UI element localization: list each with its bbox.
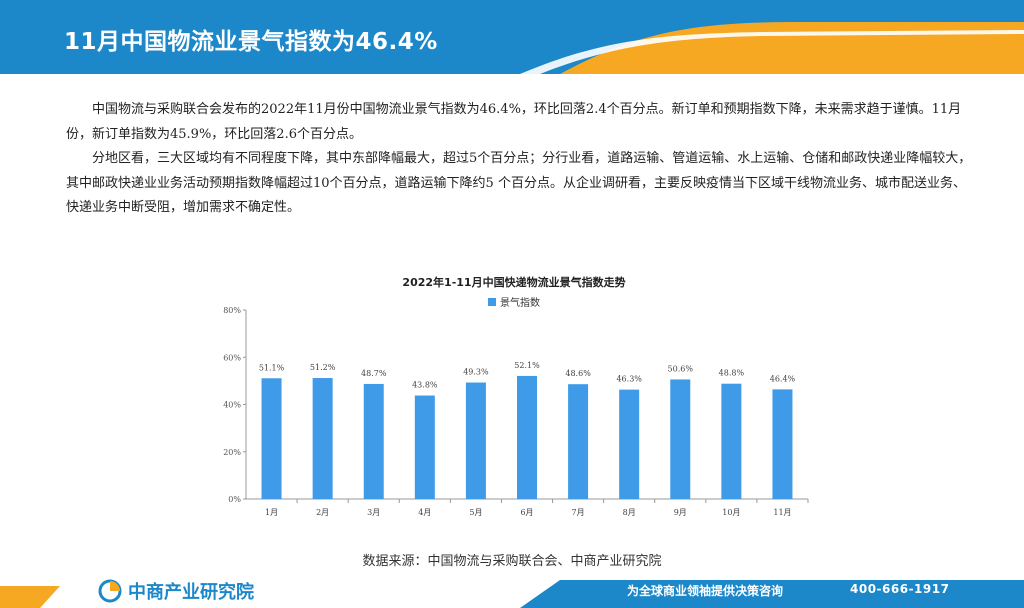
bar-6 [517,375,537,499]
bar-value-label: 52.1% [514,361,540,370]
bar-3 [363,383,384,499]
footer-slogan: 为全球商业领袖提供决策咨询 [627,584,784,598]
bar-value-label: 51.1% [259,363,285,372]
y-tick-label: 20% [223,448,241,457]
x-tick-label: 10月 [722,508,740,517]
x-tick-label: 2月 [316,508,329,517]
x-tick-label: 3月 [367,508,380,517]
bar-value-label: 50.6% [668,364,694,373]
x-tick-label: 6月 [520,508,533,517]
bar-value-label: 48.6% [565,369,591,378]
paragraph-2: 分地区看，三大区域均有不同程度下降，其中东部降幅最大，超过5个百分点；分行业看，… [66,151,972,215]
footer-background [0,578,1024,608]
bar-value-label: 46.4% [770,374,796,383]
paragraph-1: 中国物流与采购联合会发布的2022年11月份中国物流业景气指数为46.4%，环比… [66,102,962,142]
y-tick-label: 40% [223,401,241,410]
x-tick-label: 9月 [674,508,687,517]
bar-value-label: 49.3% [463,368,489,377]
bar-1 [261,378,282,499]
bar-9 [670,379,691,499]
bar-4 [414,395,435,499]
logo-text: 中商产业研究院 [128,582,254,603]
chart-title: 2022年1-11月中国快递物流业景气指数走势 [402,275,625,289]
legend-label: 景气指数 [500,296,540,309]
bar-value-label: 43.8% [412,381,438,390]
footer-phone: 400-666-1917 [850,582,950,596]
x-tick-label: 5月 [469,508,482,517]
header-swoosh-decoration [520,22,1024,74]
bar-7 [568,384,589,499]
bar-chart: 2022年1-11月中国快递物流业景气指数走势 景气指数 0% 20% 40% 60%… [223,275,809,517]
footer-bar [0,578,1024,608]
legend-swatch [488,298,496,306]
page-title: 11月中国物流业景气指数为46.4% [64,29,438,55]
x-tick-label: 8月 [623,508,636,517]
y-tick-label: 0% [228,495,241,504]
bar-8 [619,389,640,499]
y-tick-label: 80% [223,306,241,315]
bar-10 [721,383,742,499]
bar-value-label: 48.7% [361,369,387,378]
x-tick-label: 11月 [773,508,791,517]
header-banner: 11月中国物流业景气指数为46.4% [0,0,1024,74]
x-tick-label: 7月 [572,508,585,517]
x-tick-label: 1月 [265,508,278,517]
bar-value-label: 46.3% [616,375,642,384]
x-tick-label: 4月 [418,508,431,517]
chart-legend: 景气指数 [488,296,540,309]
bar-value-label: 51.2% [310,363,336,372]
bar-5 [465,382,486,499]
body-text: 中国物流与采购联合会发布的2022年11月份中国物流业景气指数为46.4%，环比… [66,98,976,221]
bar-11 [772,389,793,499]
bar-2 [312,378,333,499]
bar-value-label: 48.8% [719,369,745,378]
company-logo: 中商产业研究院 [98,578,254,604]
y-tick-label: 60% [223,353,241,362]
data-source: 数据来源：中国物流与采购联合会、中商产业研究院 [362,554,662,569]
logo-icon [98,579,122,603]
